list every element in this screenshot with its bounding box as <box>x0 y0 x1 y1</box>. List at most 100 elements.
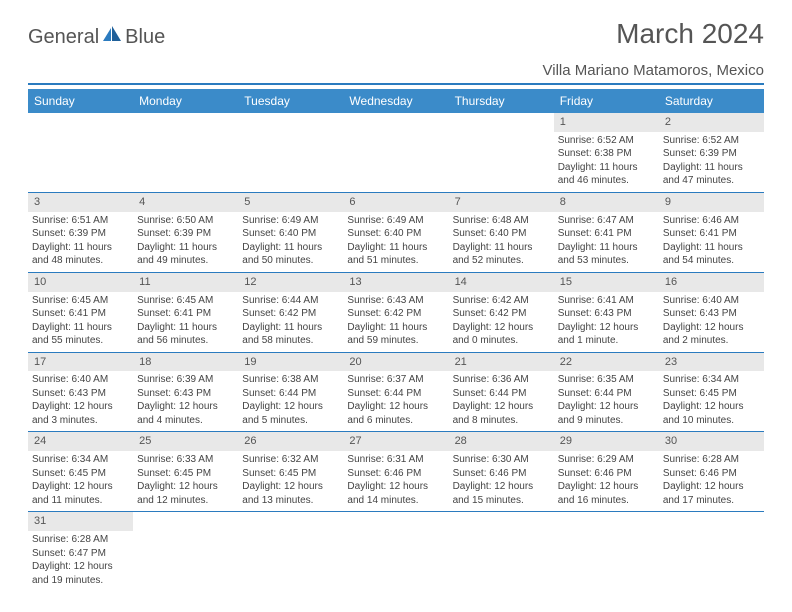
sunrise-text: Sunrise: 6:37 AM <box>347 373 444 387</box>
calendar-cell: 16Sunrise: 6:40 AMSunset: 6:43 PMDayligh… <box>659 272 764 352</box>
header: General Blue March 2024 <box>28 18 764 56</box>
calendar-cell <box>133 113 238 192</box>
calendar-cell: 15 Sunrise: 6:41 AMSunset: 6:43 PMDayligh… <box>554 272 659 352</box>
calendar-cell: 5Sunrise: 6:49 AMSunset: 6:40 PMDaylight… <box>238 192 343 272</box>
day-number: 13 <box>343 273 448 292</box>
sunrise-text: Sunrise: 6:28 AM <box>32 533 129 547</box>
sunset-text: Sunset: 6:44 PM <box>453 387 550 401</box>
calendar-cell <box>238 512 343 591</box>
daylight-line2: and 59 minutes. <box>347 334 444 348</box>
daylight-line1: Daylight: 12 hours <box>453 321 550 335</box>
daylight-line2: and 47 minutes. <box>663 174 760 188</box>
sunset-text: Sunset: 6:46 PM <box>663 467 760 481</box>
sunrise-text: Sunrise: 6:44 AM <box>242 294 339 308</box>
daylight-line2: and 51 minutes. <box>347 254 444 268</box>
daylight-line1: Daylight: 11 hours <box>32 241 129 255</box>
daylight-line2: and 19 minutes. <box>32 574 129 588</box>
daylight-line1: Daylight: 12 hours <box>242 480 339 494</box>
daylight-line1: Daylight: 12 hours <box>558 321 655 335</box>
daylight-line2: and 14 minutes. <box>347 494 444 508</box>
day-number: 26 <box>238 432 343 451</box>
daylight-line2: and 3 minutes. <box>32 414 129 428</box>
weekday-saturday: Saturday <box>659 89 764 113</box>
sunset-text: Sunset: 6:39 PM <box>663 147 760 161</box>
calendar-cell <box>133 512 238 591</box>
daylight-line1: Daylight: 11 hours <box>558 161 655 175</box>
sunrise-text: Sunrise: 6:34 AM <box>663 373 760 387</box>
daylight-line2: and 15 minutes. <box>453 494 550 508</box>
calendar-cell: 31Sunrise: 6:28 AMSunset: 6:47 PMDayligh… <box>28 512 133 591</box>
calendar-cell: 23Sunrise: 6:34 AMSunset: 6:45 PMDayligh… <box>659 352 764 432</box>
sunrise-text: Sunrise: 6:36 AM <box>453 373 550 387</box>
daylight-line1: Daylight: 11 hours <box>558 241 655 255</box>
sunset-text: Sunset: 6:46 PM <box>453 467 550 481</box>
sunrise-text: Sunrise: 6:52 AM <box>663 134 760 148</box>
sunset-text: Sunset: 6:40 PM <box>453 227 550 241</box>
sunrise-text: Sunrise: 6:35 AM <box>558 373 655 387</box>
calendar-cell: 12Sunrise: 6:44 AMSunset: 6:42 PMDayligh… <box>238 272 343 352</box>
logo: General Blue <box>28 26 165 49</box>
calendar-week-row: 3Sunrise: 6:51 AMSunset: 6:39 PMDaylight… <box>28 192 764 272</box>
daylight-line2: and 11 minutes. <box>32 494 129 508</box>
daylight-line1: Daylight: 11 hours <box>347 321 444 335</box>
daylight-line1: Daylight: 12 hours <box>558 480 655 494</box>
logo-text-blue: Blue <box>125 26 165 49</box>
sunset-text: Sunset: 6:43 PM <box>558 307 655 321</box>
calendar-cell: 17Sunrise: 6:40 AMSunset: 6:43 PMDayligh… <box>28 352 133 432</box>
day-number: 5 <box>238 193 343 212</box>
sunset-text: Sunset: 6:41 PM <box>32 307 129 321</box>
weekday-thursday: Thursday <box>449 89 554 113</box>
calendar-cell: 14Sunrise: 6:42 AMSunset: 6:42 PMDayligh… <box>449 272 554 352</box>
day-number: 2 <box>659 113 764 132</box>
calendar-cell: 20Sunrise: 6:37 AMSunset: 6:44 PMDayligh… <box>343 352 448 432</box>
sunrise-text: Sunrise: 6:52 AM <box>558 134 655 148</box>
sunrise-text: Sunrise: 6:41 AM <box>558 294 655 308</box>
sunset-text: Sunset: 6:44 PM <box>347 387 444 401</box>
calendar-table: Sunday Monday Tuesday Wednesday Thursday… <box>28 89 764 591</box>
daylight-line1: Daylight: 11 hours <box>242 321 339 335</box>
calendar-week-row: 31Sunrise: 6:28 AMSunset: 6:47 PMDayligh… <box>28 512 764 591</box>
calendar-cell <box>28 113 133 192</box>
sunset-text: Sunset: 6:45 PM <box>242 467 339 481</box>
day-number: 7 <box>449 193 554 212</box>
daylight-line1: Daylight: 12 hours <box>347 480 444 494</box>
calendar-cell: 28Sunrise: 6:30 AMSunset: 6:46 PMDayligh… <box>449 432 554 512</box>
calendar-week-row: 1Sunrise: 6:52 AMSunset: 6:38 PMDaylight… <box>28 113 764 192</box>
day-number: 19 <box>238 353 343 372</box>
calendar-cell <box>449 512 554 591</box>
calendar-cell: 10Sunrise: 6:45 AMSunset: 6:41 PMDayligh… <box>28 272 133 352</box>
daylight-line1: Daylight: 11 hours <box>663 241 760 255</box>
logo-text-general: General <box>28 26 99 49</box>
calendar-cell: 22Sunrise: 6:35 AMSunset: 6:44 PMDayligh… <box>554 352 659 432</box>
weekday-tuesday: Tuesday <box>238 89 343 113</box>
sunset-text: Sunset: 6:39 PM <box>137 227 234 241</box>
day-number: 15 <box>554 273 659 292</box>
daylight-line2: and 52 minutes. <box>453 254 550 268</box>
sunset-text: Sunset: 6:43 PM <box>137 387 234 401</box>
sunrise-text: Sunrise: 6:30 AM <box>453 453 550 467</box>
day-number: 1 <box>554 113 659 132</box>
calendar-cell: 2Sunrise: 6:52 AMSunset: 6:39 PMDaylight… <box>659 113 764 192</box>
day-number: 25 <box>133 432 238 451</box>
weekday-wednesday: Wednesday <box>343 89 448 113</box>
sunset-text: Sunset: 6:45 PM <box>663 387 760 401</box>
day-number: 4 <box>133 193 238 212</box>
day-number: 9 <box>659 193 764 212</box>
calendar-cell: 30Sunrise: 6:28 AMSunset: 6:46 PMDayligh… <box>659 432 764 512</box>
calendar-cell: 24Sunrise: 6:34 AMSunset: 6:45 PMDayligh… <box>28 432 133 512</box>
title-block: March 2024 <box>616 18 764 56</box>
daylight-line1: Daylight: 12 hours <box>558 400 655 414</box>
day-number: 8 <box>554 193 659 212</box>
day-number: 24 <box>28 432 133 451</box>
day-number: 23 <box>659 353 764 372</box>
sunset-text: Sunset: 6:41 PM <box>663 227 760 241</box>
daylight-line2: and 9 minutes. <box>558 414 655 428</box>
daylight-line1: Daylight: 12 hours <box>32 560 129 574</box>
daylight-line2: and 16 minutes. <box>558 494 655 508</box>
sunset-text: Sunset: 6:38 PM <box>558 147 655 161</box>
sunset-text: Sunset: 6:45 PM <box>32 467 129 481</box>
sunset-text: Sunset: 6:44 PM <box>242 387 339 401</box>
weekday-friday: Friday <box>554 89 659 113</box>
weekday-monday: Monday <box>133 89 238 113</box>
location: Villa Mariano Matamoros, Mexico <box>28 62 764 85</box>
